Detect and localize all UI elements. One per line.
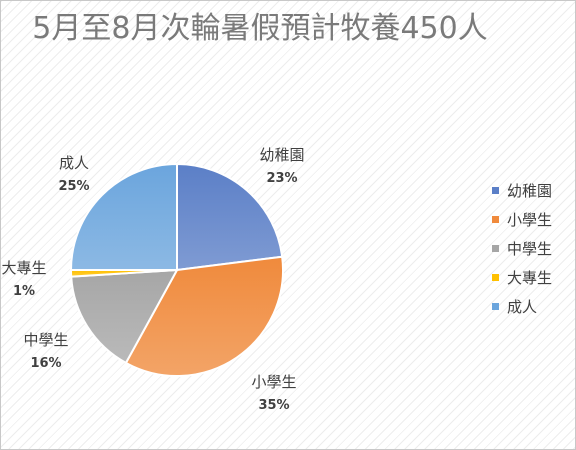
slice-percent-label: 16% <box>30 356 61 371</box>
pie-slice-1 <box>176 162 284 272</box>
legend-label: 成人 <box>507 298 538 316</box>
legend-item: 中學生 <box>492 234 552 263</box>
legend-label: 幼稚園 <box>507 182 553 200</box>
legend-label: 中學生 <box>507 240 553 258</box>
legend-item: 大專生 <box>492 263 552 292</box>
chart-title: 5月至8月次輪暑假預計牧養450人 <box>32 11 488 46</box>
pie-slice-5 <box>69 162 178 271</box>
legend-swatch <box>492 187 499 194</box>
slice-category-label: 中學生 <box>23 331 68 349</box>
slice-category-label: 小學生 <box>251 373 296 391</box>
slice-category-label: 成人 <box>59 154 89 172</box>
slice-percent-label: 23% <box>266 171 297 186</box>
legend-item: 成人 <box>492 292 552 321</box>
pie-slice-3 <box>70 268 179 365</box>
slice-percent-label: 1% <box>13 284 35 299</box>
legend-swatch <box>492 245 499 252</box>
slice-percent-label: 35% <box>258 398 289 413</box>
legend-item: 小學生 <box>492 205 552 234</box>
slice-category-label: 幼稚園 <box>259 146 304 164</box>
legend-label: 大專生 <box>507 269 553 287</box>
legend: 幼稚園小學生中學生大專生成人 <box>492 176 552 321</box>
legend-item: 幼稚園 <box>492 176 552 205</box>
slice-percent-label: 25% <box>58 179 89 194</box>
legend-swatch <box>492 274 499 281</box>
pie-slice-2 <box>124 255 284 377</box>
legend-swatch <box>492 303 499 310</box>
legend-label: 小學生 <box>507 211 553 229</box>
slice-category-label: 大專生 <box>1 259 46 277</box>
legend-swatch <box>492 216 499 223</box>
